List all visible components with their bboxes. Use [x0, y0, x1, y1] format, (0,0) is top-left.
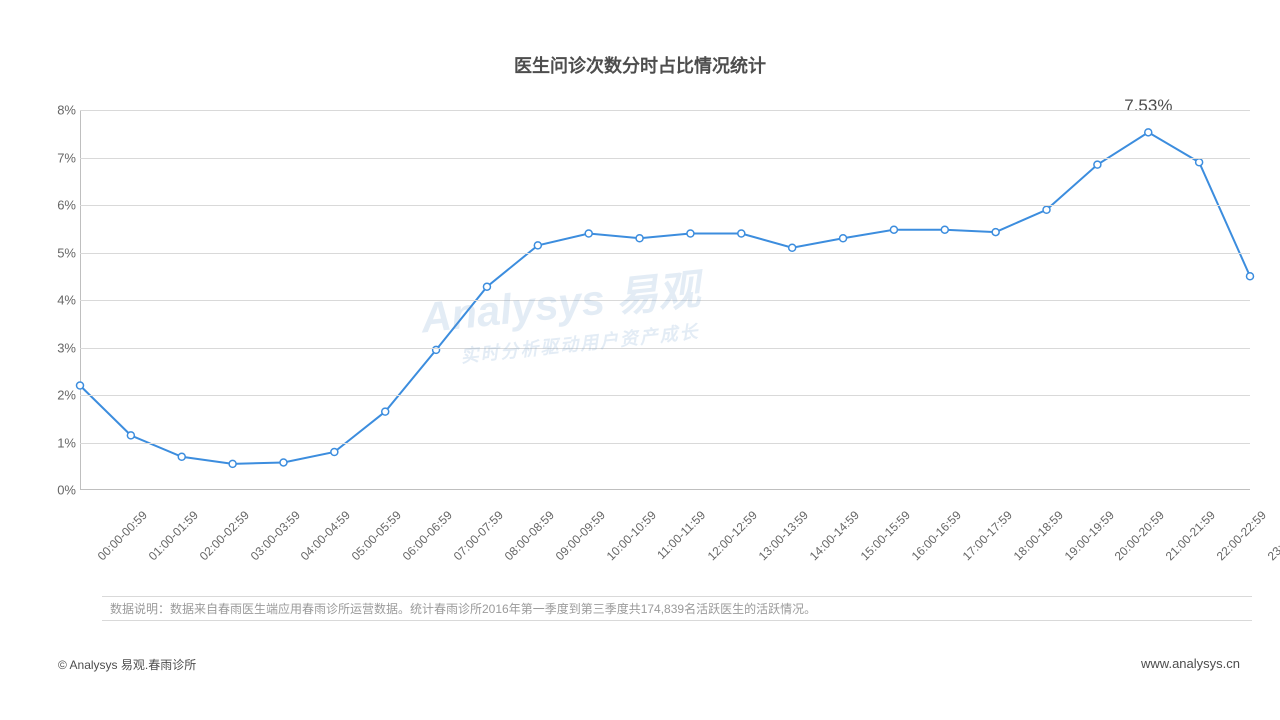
- series-marker: [229, 460, 236, 467]
- x-tick-label: 16:00-16:59: [909, 508, 964, 563]
- series-marker: [1043, 206, 1050, 213]
- x-tick-label: 07:00-07:59: [451, 508, 506, 563]
- series-marker: [1094, 161, 1101, 168]
- series-marker: [77, 382, 84, 389]
- footnote-rule-bottom: [102, 620, 1252, 621]
- y-tick-label: 3%: [57, 340, 76, 355]
- x-tick-label: 13:00-13:59: [756, 508, 811, 563]
- x-tick-label: 22:00-22:59: [1214, 508, 1269, 563]
- grid-line: [80, 205, 1250, 206]
- data-source-note: 数据说明：数据来自春雨医生端应用春雨诊所运营数据。统计春雨诊所2016年第一季度…: [110, 600, 816, 617]
- series-marker: [483, 283, 490, 290]
- x-tick-label: 01:00-01:59: [146, 508, 201, 563]
- credit-left: © Analysys 易观.春雨诊所: [58, 656, 196, 673]
- x-tick-label: 09:00-09:59: [553, 508, 608, 563]
- x-tick-label: 12:00-12:59: [705, 508, 760, 563]
- y-tick-label: 4%: [57, 293, 76, 308]
- x-tick-label: 05:00-05:59: [349, 508, 404, 563]
- series-marker: [840, 235, 847, 242]
- grid-line: [80, 253, 1250, 254]
- series-marker: [738, 230, 745, 237]
- y-tick-label: 1%: [57, 435, 76, 450]
- x-tick-label: 03:00-03:59: [247, 508, 302, 563]
- x-tick-label: 14:00-14:59: [807, 508, 862, 563]
- x-tick-label: 00:00-00:59: [95, 508, 150, 563]
- x-tick-label: 21:00-21:59: [1163, 508, 1218, 563]
- series-marker: [890, 226, 897, 233]
- x-tick-label: 20:00-20:59: [1112, 508, 1167, 563]
- x-tick-label: 11:00-11:59: [654, 508, 708, 562]
- y-tick-label: 8%: [57, 103, 76, 118]
- series-marker: [992, 229, 999, 236]
- series-marker: [941, 226, 948, 233]
- grid-line: [80, 395, 1250, 396]
- series-marker: [1247, 273, 1254, 280]
- chart-container: 医生问诊次数分时占比情况统计 0%1%2%3%4%5%6%7%8% 00:00-…: [0, 0, 1280, 720]
- x-tick-label: 18:00-18:59: [1010, 508, 1065, 563]
- series-marker: [585, 230, 592, 237]
- y-tick-label: 5%: [57, 245, 76, 260]
- x-tick-label: 02:00-02:59: [196, 508, 251, 563]
- series-marker: [382, 408, 389, 415]
- series-marker: [687, 230, 694, 237]
- x-tick-label: 06:00-06:59: [400, 508, 455, 563]
- y-tick-label: 2%: [57, 388, 76, 403]
- y-tick-label: 7%: [57, 150, 76, 165]
- series-marker: [178, 453, 185, 460]
- x-tick-label: 04:00-04:59: [298, 508, 353, 563]
- x-tick-label: 08:00-08:59: [502, 508, 557, 563]
- x-tick-label: 10:00-10:59: [603, 508, 658, 563]
- series-marker: [280, 459, 287, 466]
- grid-line: [80, 443, 1250, 444]
- series-marker: [534, 242, 541, 249]
- peak-value-label: 7.53%: [1124, 96, 1172, 116]
- grid-line: [80, 348, 1250, 349]
- series-marker: [1145, 129, 1152, 136]
- footnote-rule-top: [102, 596, 1252, 597]
- grid-line: [80, 158, 1250, 159]
- credit-right: www.analysys.cn: [1141, 656, 1240, 671]
- y-tick-label: 0%: [57, 483, 76, 498]
- chart-title: 医生问诊次数分时占比情况统计: [0, 52, 1280, 78]
- x-tick-label: 15:00-15:59: [858, 508, 913, 563]
- series-marker: [1196, 159, 1203, 166]
- series-marker: [636, 235, 643, 242]
- grid-line: [80, 110, 1250, 111]
- grid-line: [80, 300, 1250, 301]
- series-marker: [789, 244, 796, 251]
- series-marker: [331, 449, 338, 456]
- y-tick-label: 6%: [57, 198, 76, 213]
- y-axis-labels: 0%1%2%3%4%5%6%7%8%: [40, 110, 76, 490]
- series-marker: [127, 432, 134, 439]
- plot-area: 0%1%2%3%4%5%6%7%8% 00:00-00:5901:00-01:5…: [80, 110, 1250, 490]
- x-tick-label: 19:00-19:59: [1061, 508, 1116, 563]
- x-tick-label: 17:00-17:59: [960, 508, 1015, 563]
- series-line: [80, 132, 1250, 464]
